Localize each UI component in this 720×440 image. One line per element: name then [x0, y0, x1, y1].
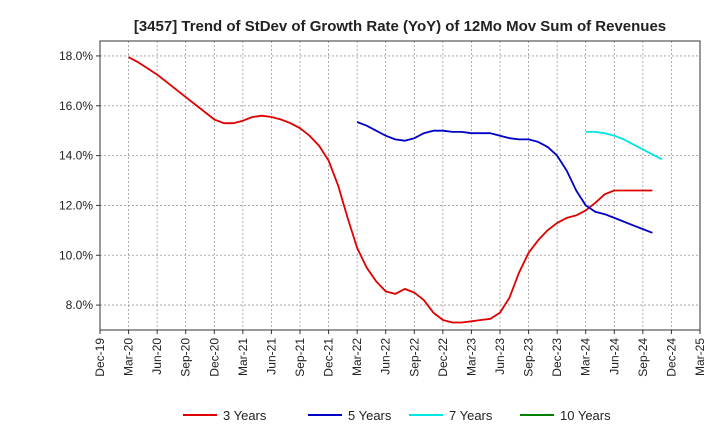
x-tick-label: Dec-19	[93, 338, 107, 377]
series-line	[356, 121, 653, 234]
x-tick-label: Dec-24	[664, 338, 678, 377]
legend-label: 5 Years	[348, 408, 392, 423]
gridlines	[100, 41, 700, 330]
x-tick-label: Sep-24	[636, 338, 650, 377]
legend: 3 Years 5 Years 7 Years 10 Years	[183, 408, 611, 423]
x-tick-label: Jun-24	[607, 338, 621, 375]
series-line	[128, 56, 653, 324]
legend-label: 7 Years	[449, 408, 493, 423]
plot-frame	[99, 40, 701, 331]
x-tick-label: Jun-20	[150, 338, 164, 375]
x-tick-label: Jun-23	[493, 338, 507, 375]
x-tick-label: Dec-21	[322, 338, 336, 377]
legend-label: 10 Years	[560, 408, 611, 423]
x-tick-label: Sep-22	[407, 338, 421, 377]
y-tick-label: 14.0%	[59, 149, 93, 163]
x-tick-label: Jun-22	[379, 338, 393, 375]
y-tick-label: 18.0%	[59, 49, 93, 63]
y-tick-label: 12.0%	[59, 198, 93, 212]
x-axis-ticks: Dec-19 Mar-20 Jun-20 Sep-20 Dec-20 Mar-21 Jun-…	[93, 330, 707, 377]
x-tick-label: Mar-24	[579, 338, 593, 376]
x-tick-label: Jun-21	[264, 338, 278, 375]
x-tick-label: Mar-25	[693, 338, 707, 376]
x-tick-label: Sep-23	[522, 338, 536, 377]
series-lines	[128, 56, 663, 324]
x-tick-label: Mar-22	[350, 338, 364, 376]
legend-label: 3 Years	[223, 408, 267, 423]
y-tick-label: 8.0%	[66, 298, 94, 312]
plot-area	[100, 41, 700, 330]
chart-title: [3457] Trend of StDev of Growth Rate (Yo…	[134, 18, 666, 35]
x-tick-label: Sep-21	[293, 338, 307, 377]
x-tick-label: Dec-22	[436, 338, 450, 377]
y-tick-label: 10.0%	[59, 248, 93, 262]
y-tick-label: 16.0%	[59, 99, 93, 113]
series-line	[585, 130, 663, 161]
x-tick-label: Mar-21	[236, 338, 250, 376]
x-tick-label: Sep-20	[179, 338, 193, 377]
x-tick-label: Mar-20	[122, 338, 136, 376]
x-tick-label: Mar-23	[464, 338, 478, 376]
y-axis-ticks: 8.0% 10.0% 12.0% 14.0% 16.0% 18.0%	[59, 49, 100, 312]
x-tick-label: Dec-23	[550, 338, 564, 377]
x-tick-label: Dec-20	[207, 338, 221, 377]
